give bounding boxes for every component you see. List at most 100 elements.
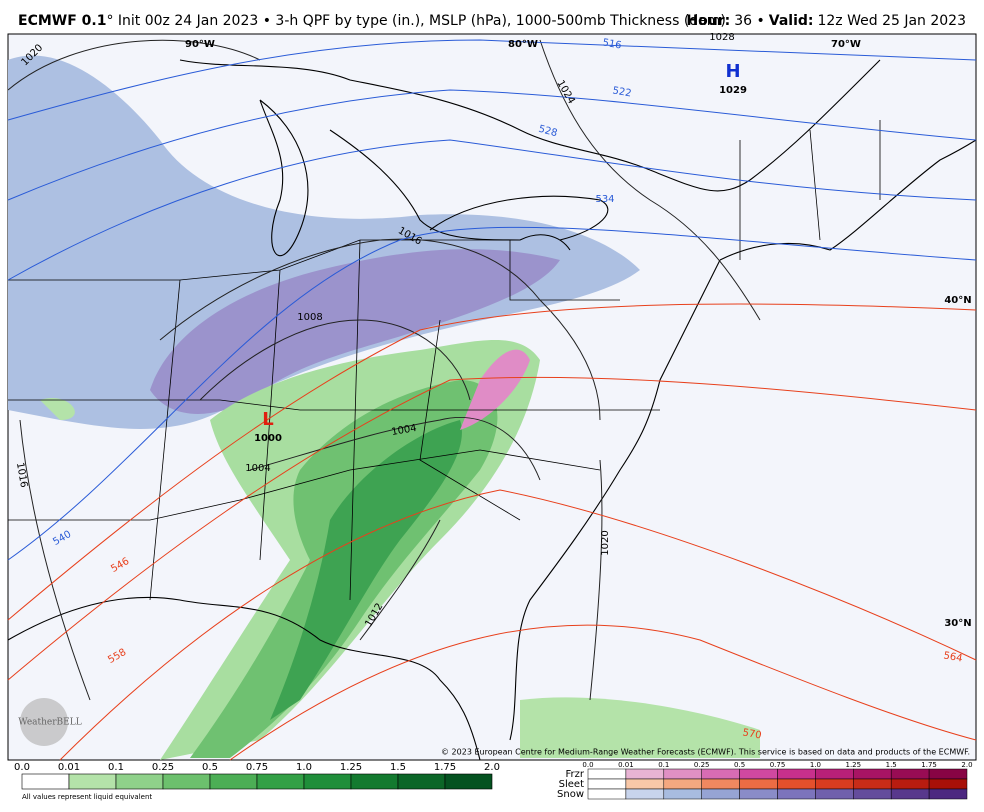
longitude-label: 80°W xyxy=(508,39,538,50)
header-right: Hour: 36 • Valid: 12z Wed 25 Jan 2023 xyxy=(686,13,966,29)
high-pressure: 1029 xyxy=(719,85,747,96)
ptype-swatch xyxy=(663,768,702,780)
longitude-label: 90°W xyxy=(185,39,215,50)
ptype-swatch xyxy=(815,778,854,790)
ptype-swatch xyxy=(701,768,740,780)
rain-tick: 0.25 xyxy=(152,762,174,773)
ptype-swatch xyxy=(587,788,627,800)
ptype-name: Snow xyxy=(557,789,584,800)
isobars xyxy=(7,39,761,701)
latitude-label: 30°N xyxy=(944,618,971,629)
ptype-swatch xyxy=(625,778,665,790)
ptype-tick: 1.5 xyxy=(886,761,897,769)
state-lines xyxy=(8,120,881,601)
rain-tick: 1.75 xyxy=(434,762,456,773)
rain-swatch xyxy=(115,773,164,790)
rain-tick: 0.01 xyxy=(58,762,80,773)
thickness-label: 516 xyxy=(602,37,623,51)
rain-swatch xyxy=(162,773,211,790)
header-left: ECMWF 0.1° Init 00z 24 Jan 2023 • 3-h QP… xyxy=(18,13,726,29)
ptype-swatch xyxy=(587,768,627,780)
isobar-label: 1004 xyxy=(245,463,270,474)
ptype-swatch xyxy=(739,768,778,780)
map: 90°W 80°W 70°W40°N30°NH1029L10001020102410… xyxy=(7,32,977,761)
low-pressure: 1000 xyxy=(254,433,282,444)
ptype-swatch xyxy=(815,788,854,800)
isobar-label: 1028 xyxy=(709,32,734,43)
isobar-label: 1008 xyxy=(297,312,322,323)
ptype-swatch xyxy=(928,768,968,780)
ptype-swatch xyxy=(701,778,740,790)
thickness-label: 522 xyxy=(612,85,633,99)
hour: 36 • xyxy=(734,13,765,29)
ptype-swatch xyxy=(928,778,968,790)
legend: 0.0 0.01 0.1 0.25 0.5 0.75 1.0 1.25 1.5 1.75 2.0 Al… xyxy=(14,761,973,801)
ptype-tick: 0.5 xyxy=(734,761,745,769)
ptype-swatch xyxy=(853,768,892,780)
rain-tick: 0.5 xyxy=(202,762,218,773)
rain-tick: 1.5 xyxy=(390,762,406,773)
rain-tick: 0.1 xyxy=(108,762,124,773)
thickness-label: 534 xyxy=(595,194,614,205)
map-labels: 90°W 80°W 70°W40°N30°NH1029L10001020102410… xyxy=(14,32,972,742)
coastlines xyxy=(7,59,977,761)
ptype-swatch xyxy=(853,788,892,800)
ptype-tick: 0.1 xyxy=(658,761,669,769)
ptype-swatch xyxy=(587,778,627,790)
low-symbol: L xyxy=(262,409,273,430)
isobar-label: 1004 xyxy=(391,423,418,438)
ptype-swatch xyxy=(890,788,930,800)
high-symbol: H xyxy=(725,61,740,82)
logo: WeatherBELL xyxy=(18,718,81,728)
thickness-lines xyxy=(7,39,977,761)
rain-tick: 2.0 xyxy=(484,762,500,773)
ptype-swatch xyxy=(625,788,665,800)
ptype-swatch xyxy=(739,788,778,800)
isobar-label: 1020 xyxy=(600,530,611,555)
ptype-swatch xyxy=(701,788,740,800)
rain-swatch xyxy=(209,773,258,790)
copyright: © 2023 European Centre for Medium-Range … xyxy=(441,748,970,757)
rain-swatch xyxy=(256,773,305,790)
rain-tick: 0.0 xyxy=(14,762,30,773)
ptype-swatch xyxy=(890,778,930,790)
ptype-tick: 0.01 xyxy=(618,761,634,769)
ptype-name: Frzr xyxy=(566,769,585,780)
rain-swatch xyxy=(303,773,352,790)
ptype-swatch xyxy=(739,778,778,790)
ptype-swatch xyxy=(777,778,816,790)
ptype-name: Sleet xyxy=(559,779,584,790)
ptype-tick: 0.75 xyxy=(770,761,786,769)
ptype-swatch xyxy=(777,788,816,800)
model: ECMWF 0.1 xyxy=(18,13,106,29)
isobar-label: 1016 xyxy=(14,462,29,489)
rain-swatch xyxy=(350,773,399,790)
logo-mark xyxy=(20,698,68,746)
hour-label: Hour: xyxy=(686,13,730,29)
valid-label: Valid: xyxy=(769,13,814,29)
rain-swatch xyxy=(68,773,117,790)
longitude-label: 70°W xyxy=(831,39,861,50)
ptype-swatch xyxy=(890,768,930,780)
rain-tick: 1.25 xyxy=(340,762,362,773)
rain-note: All values represent liquid equivalent xyxy=(22,793,152,801)
ptype-tick: 1.25 xyxy=(846,761,862,769)
rain-swatch xyxy=(21,773,70,790)
ptype-swatch xyxy=(815,768,854,780)
rain-swatch xyxy=(444,773,493,790)
ptype-tick: 1.0 xyxy=(810,761,821,769)
thickness-label: 528 xyxy=(537,124,558,140)
thickness-label: 564 xyxy=(943,650,964,664)
ptype-tick: 0.0 xyxy=(582,761,593,769)
ptype-tick: 2.0 xyxy=(961,761,972,769)
valid: 12z Wed 25 Jan 2023 xyxy=(817,13,966,29)
ptype-swatch xyxy=(777,768,816,780)
ptype-swatch xyxy=(625,768,665,780)
rain-tick: 0.75 xyxy=(246,762,268,773)
ptype-swatch xyxy=(853,778,892,790)
ptype-swatch xyxy=(663,778,702,790)
ptype-swatch xyxy=(928,788,968,800)
rain-tick: 1.0 xyxy=(296,762,312,773)
thickness-label: 570 xyxy=(742,727,763,741)
